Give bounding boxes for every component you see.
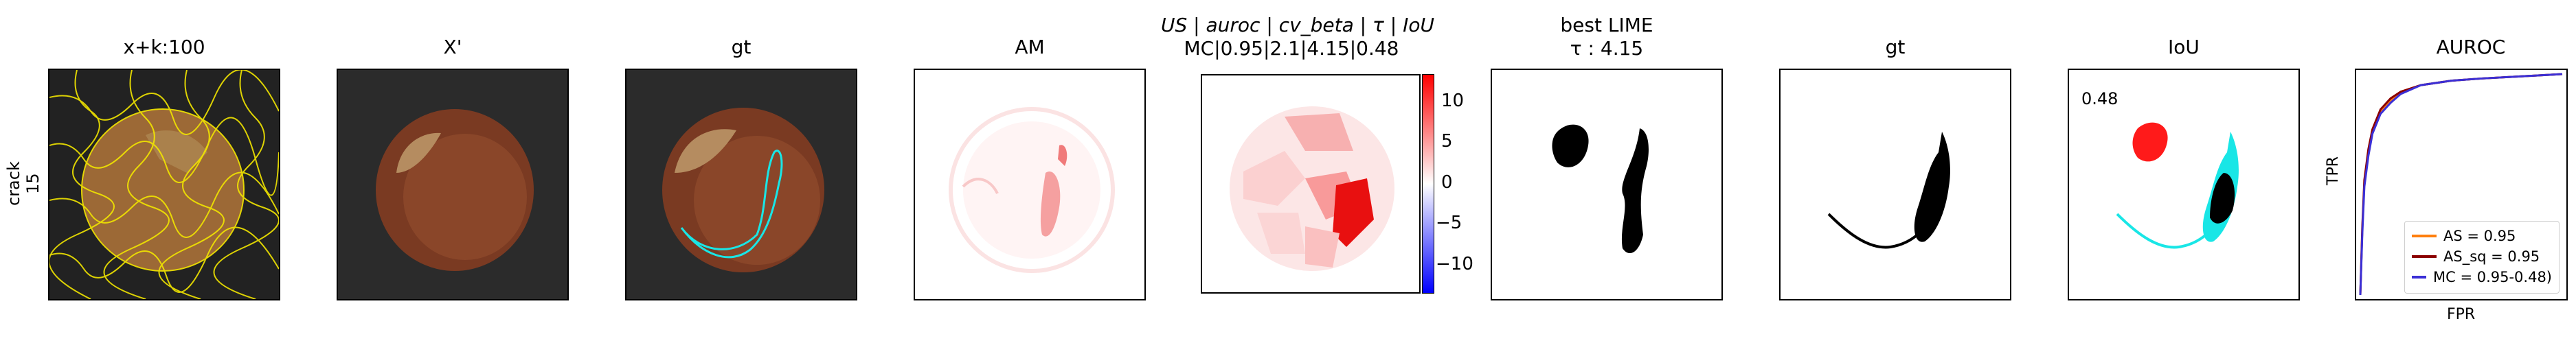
chart-xlabel: FPR xyxy=(2447,306,2476,323)
legend-swatch-as-sq xyxy=(2412,255,2437,258)
legend-swatch-as xyxy=(2412,235,2437,237)
anomaly-map-image xyxy=(915,70,1144,299)
colorbar xyxy=(1422,74,1434,294)
panel-title-input: X' xyxy=(443,36,462,58)
legend-label-as: AS = 0.95 xyxy=(2443,228,2516,244)
panel-gt-overlay xyxy=(625,69,857,300)
panel-superpixels xyxy=(48,69,280,300)
chart-legend: AS = 0.95 AS_sq = 0.95 MC = 0.95-0.48) xyxy=(2404,221,2560,294)
panel-title-mc-line2: MC|0.95|2.1|4.15|0.48 xyxy=(1184,37,1399,60)
roc-series-2 xyxy=(2359,73,2563,296)
iou-value: 0.48 xyxy=(2081,89,2119,108)
panel-iou xyxy=(2068,69,2300,300)
panel-title-iou: IoU xyxy=(2168,36,2200,58)
legend-label-as-sq: AS_sq = 0.95 xyxy=(2443,248,2540,265)
superpixel-image xyxy=(49,70,279,299)
colorbar-tick-minus5: −5 xyxy=(1436,213,1462,233)
chart-title: AUROC xyxy=(2436,36,2506,58)
row-label: crack 15 xyxy=(4,161,43,206)
panel-lime-mask xyxy=(1491,69,1723,300)
roc-chart xyxy=(2359,73,2563,296)
iou-image xyxy=(2069,70,2298,299)
gt-overlay-image xyxy=(626,70,856,299)
panel-title-gt-overlay: gt xyxy=(731,36,752,58)
colorbar-tick-0: 0 xyxy=(1441,172,1453,193)
panel-title-mc-line1: US | auroc | cv_beta | τ | IoU xyxy=(1161,14,1434,36)
colorbar-tick-10: 10 xyxy=(1441,91,1465,111)
legend-item: AS = 0.95 xyxy=(2412,226,2552,246)
lime-mask-image xyxy=(1492,70,1721,299)
colorbar-tick-5: 5 xyxy=(1441,131,1453,152)
panel-anomaly-map xyxy=(914,69,1146,300)
panel-title-gt-mask: gt xyxy=(1885,36,1906,58)
gt-mask-image xyxy=(1781,70,2010,299)
chart-ylabel: TPR xyxy=(2325,156,2342,185)
panel-gt-mask xyxy=(1779,69,2011,300)
panel-mc-map xyxy=(1201,74,1421,294)
panel-title-am: AM xyxy=(1015,36,1045,58)
legend-swatch-mc xyxy=(2412,276,2426,279)
hazelnut-image xyxy=(338,70,567,299)
panel-title-lime-line1: best LIME xyxy=(1560,14,1653,36)
panel-title-superpixels: x+k:100 xyxy=(123,36,205,58)
legend-item: MC = 0.95-0.48) xyxy=(2412,267,2552,287)
panel-title-lime-line2: τ : 4.15 xyxy=(1570,37,1644,60)
mc-map-image xyxy=(1202,75,1419,292)
legend-item: AS_sq = 0.95 xyxy=(2412,246,2552,267)
colorbar-tick-minus10: −10 xyxy=(1436,254,1473,274)
legend-label-mc: MC = 0.95-0.48) xyxy=(2432,269,2552,285)
panel-input-image xyxy=(337,69,569,300)
